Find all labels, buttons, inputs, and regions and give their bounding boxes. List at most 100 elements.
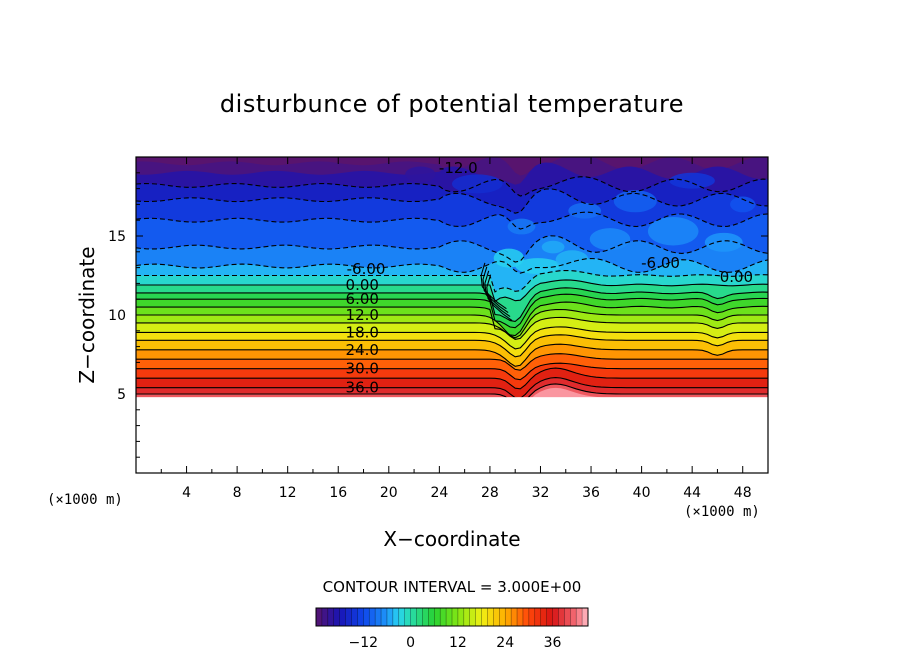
anomaly-patch	[669, 172, 715, 189]
colorbar-swatch	[428, 608, 435, 626]
y-axis-ticks: 5 10 15	[108, 172, 768, 458]
colorbar-swatch	[416, 608, 423, 626]
colorbar-tick-label: 12	[449, 635, 467, 651]
colorbar-swatch	[469, 608, 476, 626]
overturning-contour	[484, 270, 511, 318]
colorbar-swatch	[345, 608, 352, 626]
contour-label: -6.00	[641, 254, 680, 272]
contour-line-positive	[136, 362, 768, 381]
colorbar-swatch	[463, 608, 471, 626]
colorbar-swatch	[534, 608, 541, 626]
colorbar-swatch	[481, 608, 488, 626]
terrain-blank-region	[136, 397, 768, 473]
colorbar-swatch	[546, 608, 553, 626]
anomaly-patch	[541, 240, 565, 254]
x-tick-label: 12	[279, 485, 297, 501]
x-tick-label: 20	[380, 485, 398, 501]
colorbar-swatch	[422, 608, 429, 626]
anomaly-patch	[568, 202, 602, 219]
contour-line-positive	[136, 279, 768, 303]
colorbar-swatch	[404, 608, 411, 626]
contour-line-positive	[136, 293, 768, 329]
anomaly-patch	[589, 228, 631, 251]
contour-line-negative	[136, 257, 768, 274]
contour-labels: -12.0-6.00 -6.000.00 0.006.0012.018.024.03…	[346, 159, 754, 397]
anomaly-patch	[647, 217, 699, 246]
colorbar-swatch	[570, 608, 577, 626]
colorbar-swatch	[369, 608, 376, 626]
contour-label: 0.00	[346, 276, 379, 294]
colorbar-swatch	[434, 608, 441, 626]
colorbar-tick-label: −12	[349, 635, 379, 651]
colorbar-swatch	[582, 608, 589, 626]
colorbar-swatch	[321, 608, 329, 626]
y-axis-label: Z−coordinate	[75, 246, 99, 383]
colorbar-swatch	[351, 608, 358, 626]
contour-line-positive	[136, 308, 768, 339]
colorbar-swatch	[564, 608, 571, 626]
colorbar-swatch	[357, 608, 364, 626]
colorbar-swatch	[386, 608, 394, 626]
colorbar-swatch	[499, 608, 506, 626]
colorbar-tick-label: 24	[496, 635, 514, 651]
colorbar-swatch	[446, 608, 453, 626]
contour-label: 12.0	[346, 306, 379, 324]
colorbar-swatch	[576, 608, 583, 626]
colorbar-swatch	[475, 608, 482, 626]
contour-line-positive	[136, 316, 768, 340]
contour-label: 18.0	[346, 323, 379, 341]
contour-label: 30.0	[346, 360, 379, 378]
contour-line-negative	[136, 235, 768, 263]
x-tick-label: 24	[430, 485, 448, 501]
anomaly-patch	[730, 196, 756, 213]
plot-area	[136, 157, 768, 473]
colorbar	[315, 607, 589, 627]
overturning-contour	[486, 274, 513, 321]
colorbar-swatch	[505, 608, 512, 626]
y-tick-label: 5	[117, 387, 126, 403]
colorbar-swatch	[392, 608, 400, 626]
x-tick-label: 44	[683, 485, 701, 501]
contour-label: -12.0	[439, 159, 478, 177]
anomaly-patch	[515, 258, 561, 274]
x-axis-ticks: 4 8 12 16 20 24 28 32 36 40 44 48	[160, 157, 752, 501]
contour-label: 24.0	[346, 341, 379, 359]
x-tick-label: 48	[734, 485, 752, 501]
colorbar-tick-label: 36	[544, 635, 562, 651]
x-tick-label: 4	[182, 485, 191, 501]
colorbar-swatch	[493, 608, 500, 626]
contour-line-negative	[136, 176, 768, 197]
contour-label: 6.00	[346, 290, 379, 308]
x-tick-label: 40	[633, 485, 651, 501]
colorbar-swatch	[339, 608, 346, 626]
colorbar-swatch	[398, 608, 405, 626]
contour-line-positive	[136, 326, 768, 350]
x-tick-label: 32	[532, 485, 550, 501]
contour-label: 0.00	[720, 268, 753, 286]
x-axis-label: X−coordinate	[383, 527, 520, 551]
colorbar-swatch	[517, 608, 524, 626]
contour-label: -6.00	[347, 260, 386, 278]
anomaly-patch	[452, 174, 503, 194]
colorbar-swatch	[410, 608, 417, 626]
y-tick-label: 15	[108, 229, 126, 245]
colorbar-swatch	[440, 608, 447, 626]
x-unit-left: (×1000 m)	[47, 492, 123, 508]
x-tick-label: 36	[582, 485, 600, 501]
x-tick-label: 16	[329, 485, 347, 501]
contour-line-negative	[136, 188, 768, 214]
anomaly-patch	[405, 166, 436, 183]
colorbar-frame	[315, 607, 589, 627]
contour-lines	[136, 176, 768, 406]
colorbar-swatch	[528, 608, 536, 626]
contour-line-negative	[136, 211, 768, 230]
colorbar-swatch	[375, 608, 382, 626]
colorbar-swatch	[522, 608, 530, 626]
chart-title: disturbunce of potential temperature	[220, 90, 684, 118]
x-unit-right: (×1000 m)	[684, 504, 760, 520]
colorbar-swatch	[558, 608, 565, 626]
contour-line-positive	[136, 301, 768, 337]
anomaly-patch	[555, 250, 589, 270]
colorbar-tick-label: 0	[406, 635, 415, 651]
